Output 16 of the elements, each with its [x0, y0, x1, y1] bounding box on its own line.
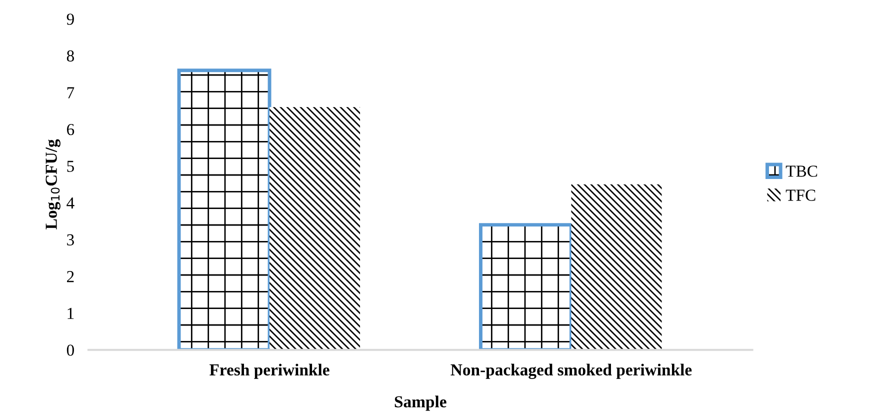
legend-label: TFC [786, 190, 816, 201]
y-tick-label: 4 [66, 198, 74, 209]
y-tick-label: 3 [67, 234, 74, 246]
x-tick-label: Fresh periwinkle [210, 364, 330, 379]
legend-label: TBC [786, 166, 818, 177]
y-tick-label: 0 [66, 344, 74, 356]
y-tick-label: 8 [66, 50, 74, 62]
y-tick-label: 7 [67, 87, 74, 98]
y-axis-title: Log$_{10}$CFU/g [46, 139, 60, 230]
y-tick-label: 2 [67, 271, 74, 282]
y-tick-label: 5 [67, 160, 74, 172]
y-tick-label: 6 [66, 124, 74, 136]
y-tick-label: 9 [66, 14, 74, 25]
y-tick-label: 1 [68, 308, 74, 319]
x-axis-title: Sample [394, 396, 446, 411]
x-tick-label: Non-packaged smoked periwinkle [450, 364, 692, 379]
